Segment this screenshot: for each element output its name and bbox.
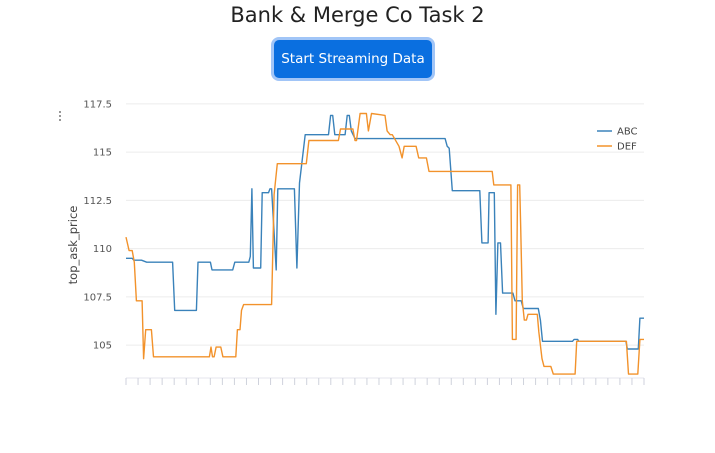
series-line-abc — [126, 114, 644, 350]
y-tick-label: 117.5 — [83, 99, 112, 110]
chart-series — [125, 112, 644, 375]
y-tick-label: 112.5 — [83, 196, 112, 207]
x-axis-ticks — [125, 377, 645, 385]
chart-legend: ABC DEF — [597, 127, 638, 153]
y-tick-label: 115 — [93, 148, 112, 159]
y-tick-label: 107.5 — [83, 292, 112, 303]
start-streaming-button[interactable]: Start Streaming Data — [274, 40, 432, 78]
legend-label: ABC — [617, 127, 638, 138]
legend-label: DEF — [617, 142, 637, 153]
more-options-icon[interactable] — [57, 110, 63, 122]
y-axis-ticks: 105 107.5 110 112.5 115 117.5 — [83, 99, 112, 351]
y-tick-label: 110 — [93, 244, 112, 255]
y-tick-label: 105 — [93, 341, 112, 352]
page-title: Bank & Merge Co Task 2 — [230, 3, 485, 27]
y-axis-label: top_ask_price — [66, 206, 80, 285]
chart-grid — [126, 103, 644, 346]
series-line-def — [125, 112, 644, 375]
